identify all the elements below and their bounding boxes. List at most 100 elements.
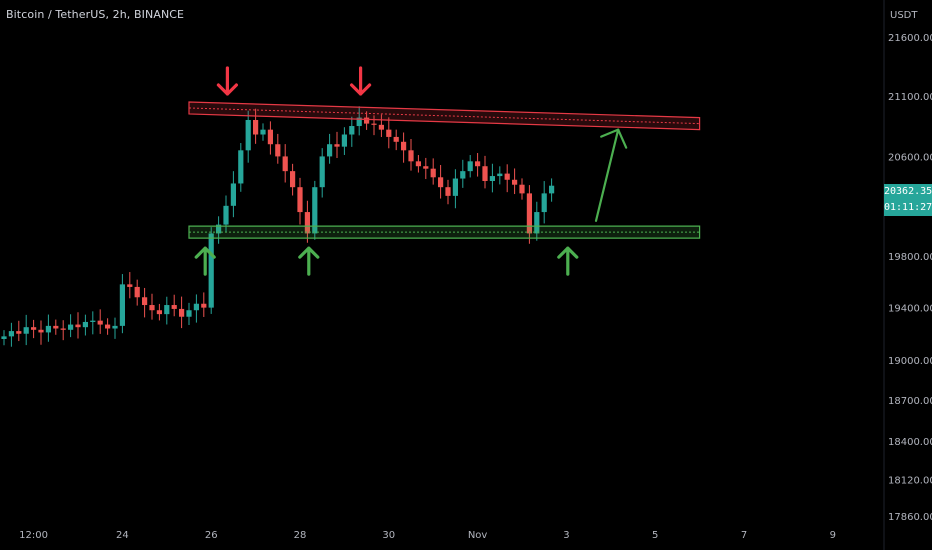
- projection-line: [594, 128, 620, 222]
- x-tick-label: Nov: [468, 530, 488, 541]
- candle-body: [68, 324, 74, 330]
- candle: [534, 201, 540, 241]
- candle-body: [304, 212, 310, 234]
- candle-body: [497, 173, 503, 177]
- y-axis: 21600.00 21100.00 20600.00 19800.00 19400.00…: [888, 33, 932, 523]
- candle: [430, 158, 436, 185]
- support-band: [188, 225, 701, 239]
- x-tick-label: 3: [563, 530, 569, 541]
- candle-body: [1, 336, 7, 339]
- candle-body: [534, 212, 540, 234]
- candle: [216, 216, 222, 244]
- candle-body: [356, 117, 362, 127]
- candle: [253, 108, 259, 144]
- candle-body: [253, 119, 259, 135]
- candle: [75, 312, 81, 339]
- up-arrow-path: [298, 246, 320, 276]
- candles-layer: [1, 106, 555, 347]
- candle: [112, 317, 118, 339]
- candle-body: [504, 173, 510, 180]
- candle-body: [230, 183, 236, 206]
- candle-body: [245, 119, 251, 151]
- candle-body: [319, 156, 325, 188]
- candle: [482, 155, 488, 189]
- down-arrow: [216, 66, 238, 96]
- candle-body: [475, 161, 481, 167]
- candle-body: [512, 179, 518, 185]
- candle: [415, 155, 421, 173]
- candle: [179, 296, 185, 329]
- candle: [68, 314, 74, 338]
- candle: [423, 157, 429, 180]
- candle-body: [297, 187, 303, 213]
- candle-body: [452, 178, 458, 196]
- candle: [386, 117, 392, 149]
- candle-body: [430, 168, 436, 178]
- annotations-layer: [188, 66, 701, 276]
- x-tick-label: 24: [116, 530, 129, 541]
- y-tick-label: 18120.00: [888, 476, 932, 487]
- candle: [90, 311, 96, 335]
- resistance-band-outline: [188, 101, 701, 131]
- y-tick-label: 19400.00: [888, 304, 932, 315]
- candle-body: [267, 129, 273, 145]
- candle: [549, 178, 555, 202]
- candle: [119, 274, 125, 334]
- candle-body: [60, 328, 66, 330]
- candle-body: [164, 305, 170, 315]
- candle-body: [275, 144, 281, 157]
- candle: [186, 302, 192, 326]
- candle: [371, 115, 377, 136]
- candle: [304, 200, 310, 243]
- up-arrow-path: [194, 246, 216, 276]
- candle-body: [290, 171, 296, 188]
- candle-body: [45, 325, 51, 333]
- candle: [1, 330, 7, 346]
- y-tick-label: 17860.00: [888, 512, 932, 523]
- candle: [208, 227, 214, 314]
- candle-body: [467, 161, 473, 172]
- candle: [45, 314, 51, 342]
- candle: [171, 294, 177, 317]
- y-tick-label: 18700.00: [888, 396, 932, 407]
- candle-body: [23, 327, 29, 334]
- y-tick-label: 18400.00: [888, 437, 932, 448]
- up-arrow: [557, 246, 579, 276]
- candle-body: [549, 185, 555, 194]
- candle: [541, 181, 547, 224]
- candle-body: [349, 126, 355, 135]
- candle: [452, 169, 458, 209]
- candle-body: [149, 305, 155, 311]
- candle-body: [401, 141, 407, 151]
- candle: [349, 116, 355, 147]
- down-arrow: [350, 66, 372, 96]
- candle: [526, 185, 532, 244]
- candle-body: [386, 129, 392, 137]
- candle-body: [171, 305, 177, 309]
- candle: [504, 164, 510, 193]
- candle-body: [112, 325, 118, 329]
- last-price-badge: 20362.35: [884, 184, 932, 200]
- candle: [341, 127, 347, 155]
- candle: [519, 178, 525, 200]
- candle-body: [119, 284, 125, 326]
- candle: [401, 132, 407, 163]
- x-tick-label: 26: [205, 530, 218, 541]
- support-band-outline: [188, 225, 701, 239]
- candle-body: [38, 329, 44, 333]
- candle: [238, 143, 244, 192]
- candle-body: [371, 123, 377, 125]
- candle-body: [460, 171, 466, 179]
- candle-body: [327, 144, 333, 157]
- candle: [201, 292, 207, 317]
- candle-body: [334, 144, 340, 147]
- candle: [245, 110, 251, 163]
- up-arrow: [194, 246, 216, 276]
- candle: [23, 314, 29, 346]
- candle: [275, 133, 281, 164]
- candle-body: [105, 324, 111, 329]
- x-tick-label: 30: [382, 530, 395, 541]
- candle: [497, 166, 503, 185]
- candle-body: [53, 325, 59, 329]
